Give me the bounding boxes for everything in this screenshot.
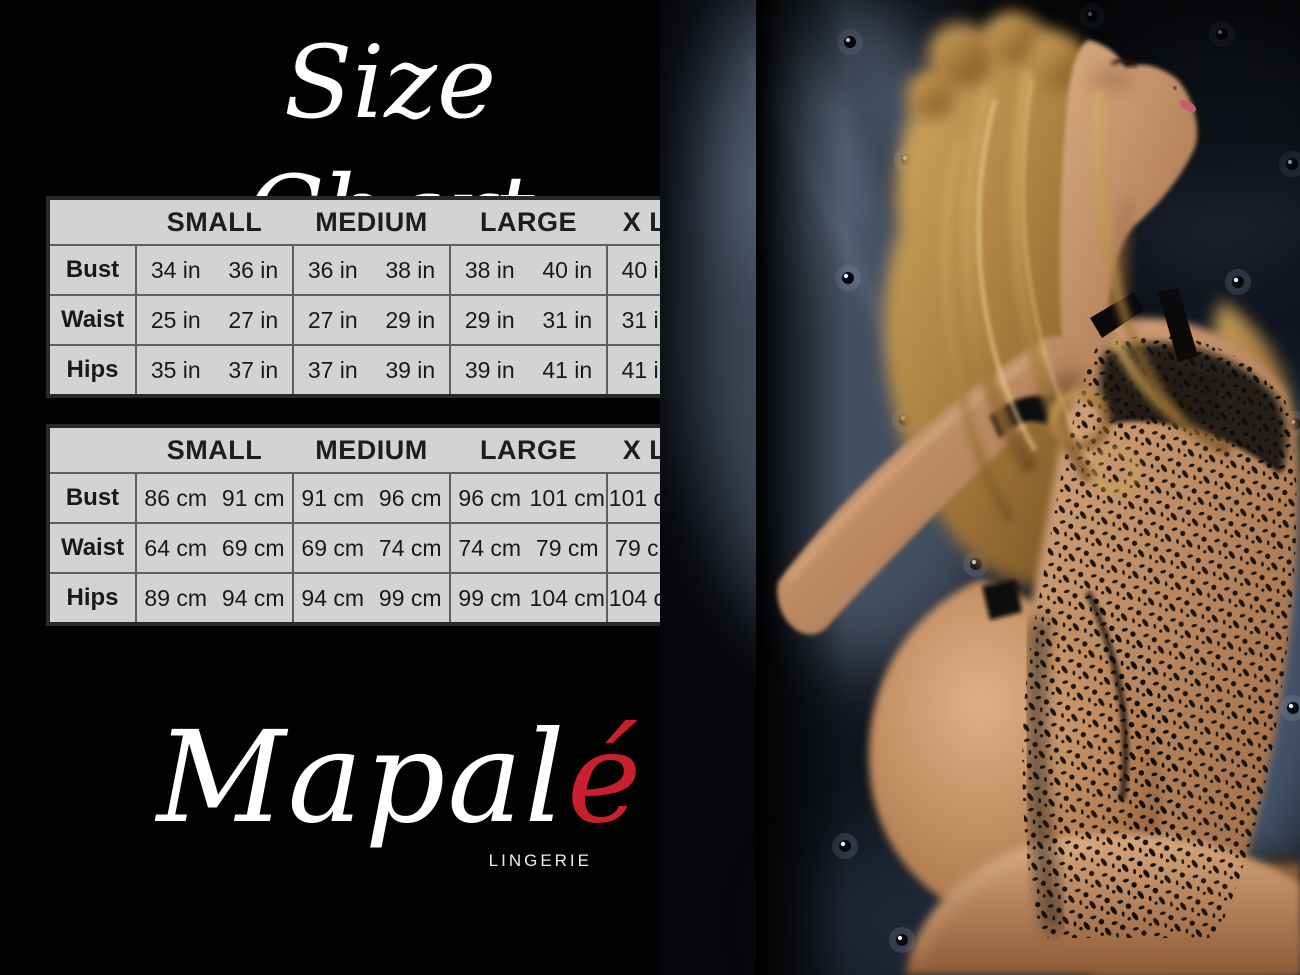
model-photo [660,0,1300,975]
measure-value: 29 in [385,306,436,333]
row-label: Waist [47,522,137,574]
measure-value: 36 in [307,256,358,283]
measure-value: 25 in [150,306,201,333]
table-row-hips: Hips 35 in 37 in 37 in 39 in 39 in 41 in 41… [47,344,765,397]
size-cell: 36 in 38 in [292,244,451,296]
empty-corner-cell [48,426,136,474]
table-row-bust: Bust 34 in 36 in 36 in 38 in 38 in 40 in 40… [47,244,765,296]
table-row-waist: Waist 25 in 27 in 27 in 29 in 29 in 31 in 3… [47,294,765,346]
measure-value: 36 in [228,256,279,283]
measure-value: 96 cm [458,484,522,511]
measure-value: 69 cm [221,534,285,561]
measure-value: 74 cm [458,534,522,561]
column-header-small: SMALL [136,198,293,246]
measure-value: 39 in [385,356,436,383]
brand-name: Mapal [156,704,567,851]
column-header-large: LARGE [450,198,607,246]
model-nostril [1173,86,1177,90]
measure-value: 104 cm [529,584,605,611]
size-cell: 64 cm 69 cm [135,522,294,574]
measure-value: 86 cm [144,484,208,511]
model-figure [777,12,1300,975]
lace-bodysuit [982,288,1297,938]
brand-wordmark: Mapalé [150,704,650,851]
measure-value: 37 in [228,356,279,383]
halter-strap [1090,292,1144,338]
size-cell: 69 cm 74 cm [292,522,451,574]
measure-value: 79 cm [535,534,599,561]
measure-value: 69 cm [301,534,365,561]
size-cell: 34 in 36 in [135,244,294,296]
measure-value: 89 cm [144,584,208,611]
header-row: SMALL MEDIUM LARGE X LARGE [48,426,764,474]
measure-value: 38 in [464,256,515,283]
measure-value: 38 in [385,256,436,283]
header-row: SMALL MEDIUM LARGE X LARGE [48,198,764,246]
column-header-medium: MEDIUM [293,426,450,474]
table-row-bust: Bust 86 cm 91 cm 91 cm 96 cm 96 cm 101 cm 1… [47,472,765,524]
size-cell: 39 in 41 in [449,344,608,397]
measure-value: 29 in [464,306,515,333]
measure-value: 99 cm [378,584,442,611]
brand-tagline: LINGERIE [488,850,592,870]
measure-value: 27 in [228,306,279,333]
size-cell: 99 cm 104 cm [449,572,608,625]
measure-value: 41 in [542,356,593,383]
size-cell: 38 in 40 in [449,244,608,296]
garter-strap [982,580,1022,620]
size-cell: 89 cm 94 cm [135,572,294,625]
column-header-medium: MEDIUM [293,198,450,246]
model-eyelashes [1110,58,1138,68]
row-label: Bust [47,472,137,524]
column-header-large: LARGE [450,426,607,474]
size-cell: 96 cm 101 cm [449,472,608,524]
measure-value: 94 cm [221,584,285,611]
measure-value: 34 in [150,256,201,283]
size-table-inches: SMALL MEDIUM LARGE X LARGE Bust 34 in 36 … [46,196,766,398]
brand-accent-letter: é [566,704,644,851]
size-cell: 86 cm 91 cm [135,472,294,524]
row-label: Waist [47,294,137,346]
brand-logo: Mapalé LINGERIE [150,704,650,871]
table-row-waist: Waist 64 cm 69 cm 69 cm 74 cm 74 cm 79 cm 7… [47,522,765,574]
measure-value: 27 in [307,306,358,333]
row-label: Hips [47,344,137,397]
size-cell: 27 in 29 in [292,294,451,346]
size-cell: 37 in 39 in [292,344,451,397]
measure-value: 37 in [307,356,358,383]
size-cell: 29 in 31 in [449,294,608,346]
lace-hip-panel [1060,588,1180,938]
measure-value: 101 cm [529,484,605,511]
measure-value: 91 cm [221,484,285,511]
model-lips [1180,99,1196,113]
measure-value: 91 cm [301,484,365,511]
size-cell: 35 in 37 in [135,344,294,397]
measure-value: 64 cm [144,534,208,561]
measure-value: 94 cm [301,584,365,611]
measure-value: 74 cm [378,534,442,561]
empty-corner-cell [48,198,136,246]
measure-value: 35 in [150,356,201,383]
measure-value: 39 in [464,356,515,383]
size-cell: 74 cm 79 cm [449,522,608,574]
measure-value: 96 cm [378,484,442,511]
size-cell: 91 cm 96 cm [292,472,451,524]
row-label: Hips [47,572,137,625]
measure-value: 31 in [542,306,593,333]
cross-strap [1158,288,1198,362]
model-hair-front [941,68,1233,523]
size-cell: 25 in 27 in [135,294,294,346]
row-label: Bust [47,244,137,296]
column-header-small: SMALL [136,426,293,474]
table-row-hips: Hips 89 cm 94 cm 94 cm 99 cm 99 cm 104 cm 1… [47,572,765,625]
measure-value: 40 in [542,256,593,283]
measure-value: 99 cm [458,584,522,611]
size-table-centimeters: SMALL MEDIUM LARGE X LARGE Bust 86 cm 91 … [46,424,766,626]
size-cell: 94 cm 99 cm [292,572,451,625]
